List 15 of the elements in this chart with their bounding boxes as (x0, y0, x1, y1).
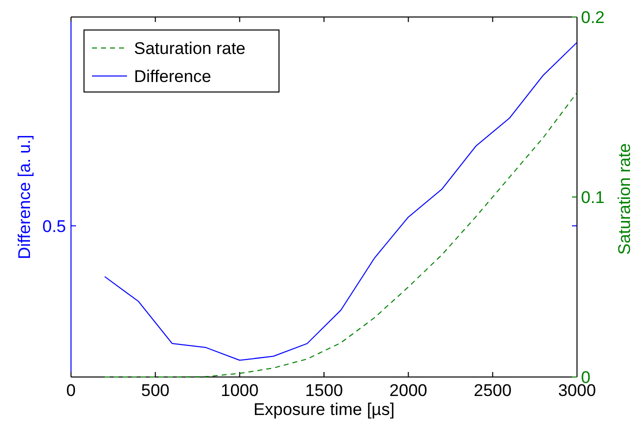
x-tick-label: 1000 (220, 381, 259, 400)
y-axis-title: Difference [a. u.] (15, 134, 34, 260)
x-axis-title: Exposure time [µs] (253, 400, 395, 419)
legend-label: Saturation rate (134, 39, 246, 58)
x-tick-label: 1500 (305, 381, 343, 400)
y2-tick-label: 0.2 (581, 8, 605, 27)
x-tick-label: 2000 (389, 381, 428, 400)
line-series (104, 92, 578, 378)
legend-label: Difference (134, 67, 212, 86)
text: 0.5 (42, 216, 66, 236)
x-tick-label: 2500 (474, 381, 512, 400)
y2-axis-title: Saturation rate (615, 143, 632, 255)
x-tick-label: 0 (66, 381, 76, 400)
y2-tick-label: 0.1 (581, 188, 605, 207)
x-tick-label: 500 (141, 381, 170, 400)
